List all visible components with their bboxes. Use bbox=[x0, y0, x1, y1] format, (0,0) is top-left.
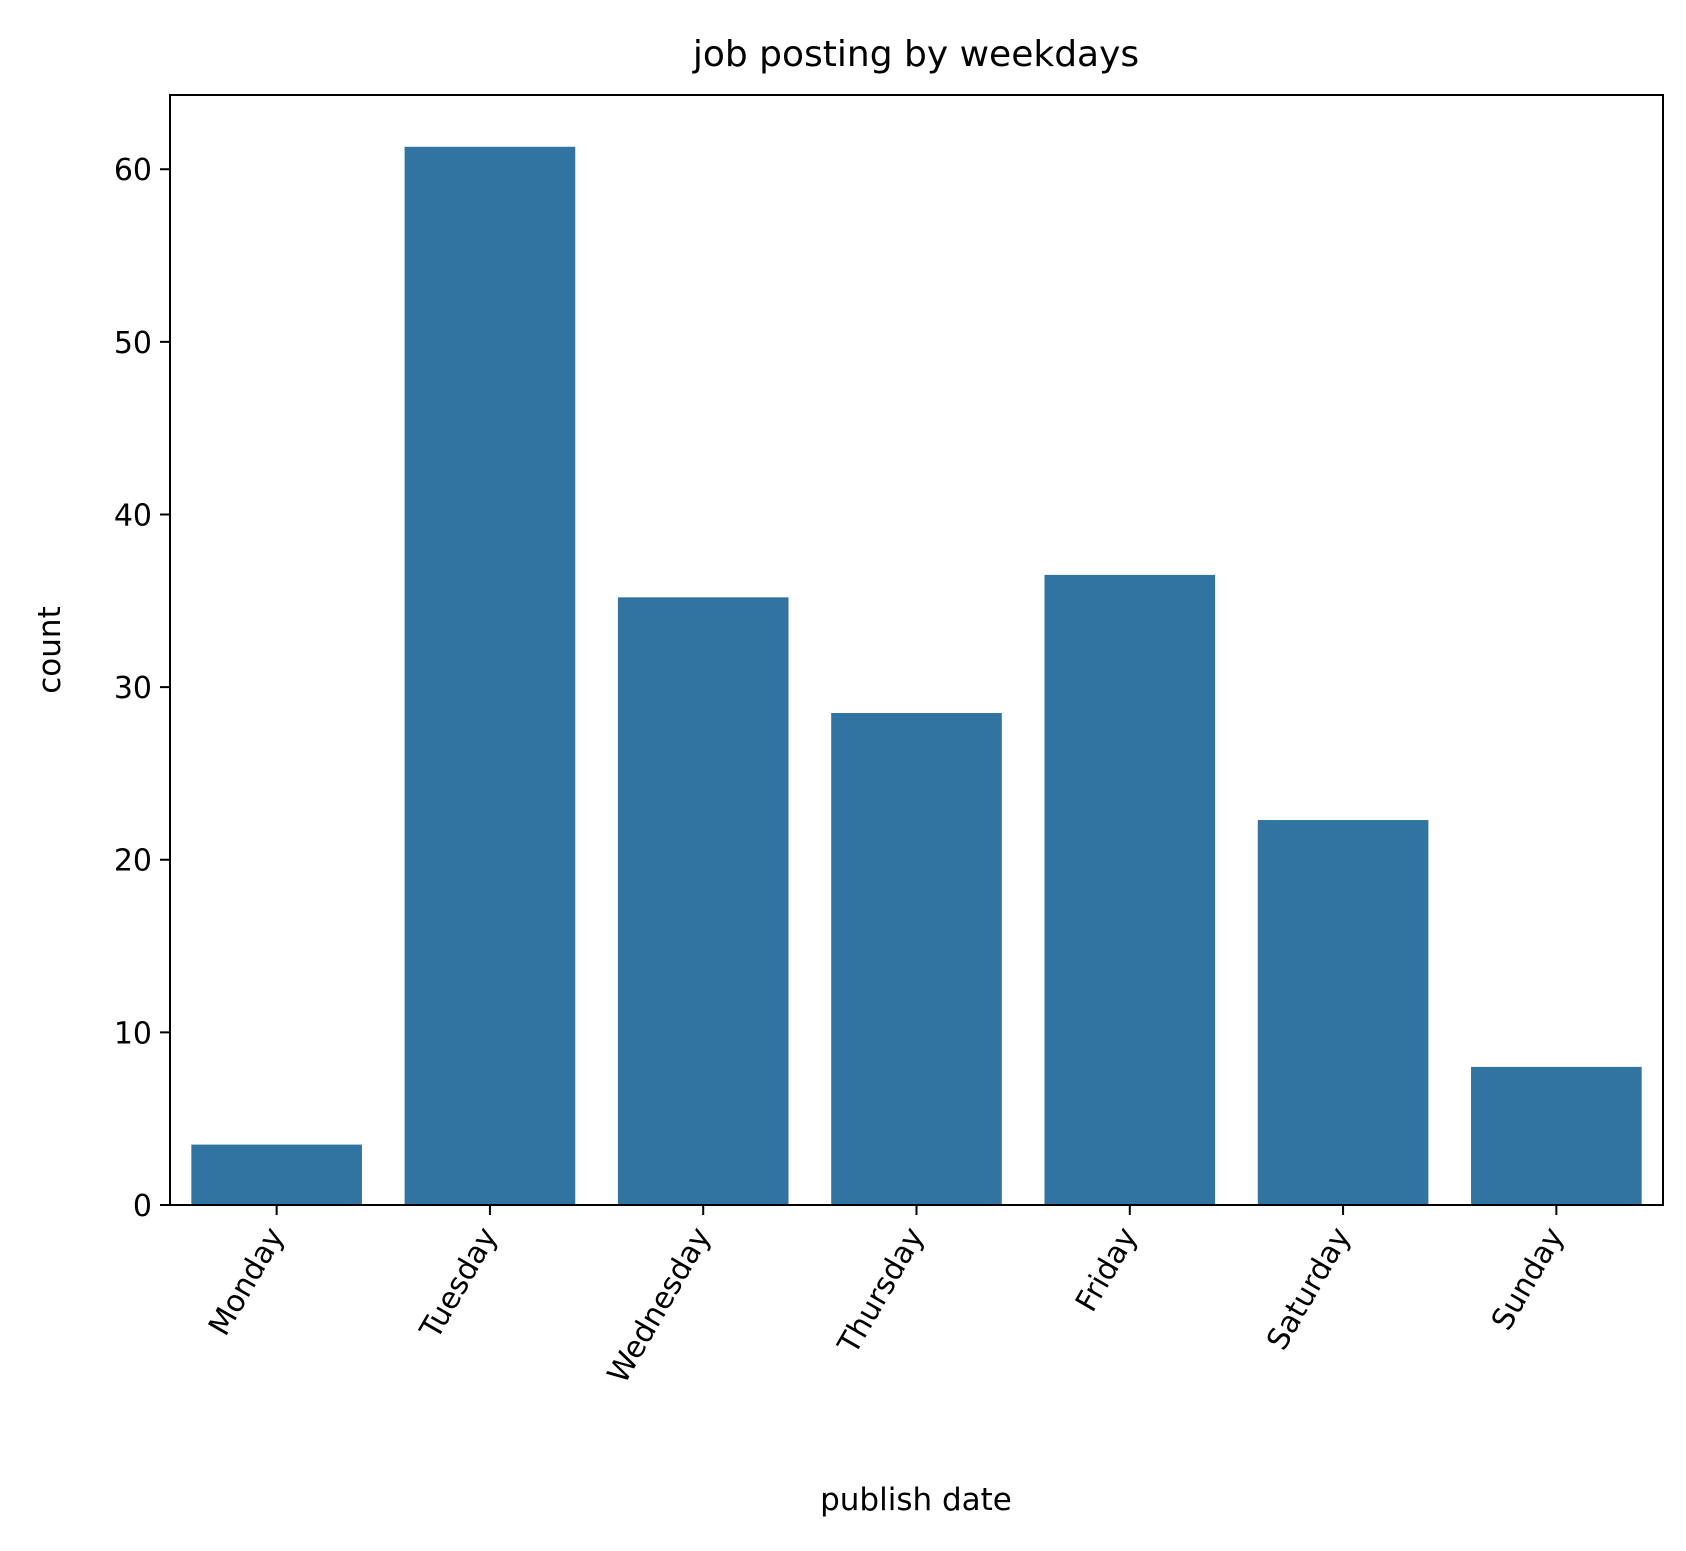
bar-wednesday bbox=[617, 597, 789, 1205]
bars-group bbox=[191, 146, 1642, 1206]
bar-thursday bbox=[831, 713, 1002, 1205]
y-tick-label-20: 20 bbox=[114, 844, 152, 879]
y-tick-label-0: 0 bbox=[133, 1189, 152, 1224]
x-axis-label: publish date bbox=[820, 1482, 1012, 1518]
y-tick-label-50: 50 bbox=[114, 326, 152, 361]
y-tick-label-10: 10 bbox=[114, 1016, 152, 1051]
y-axis-label: count bbox=[32, 606, 68, 693]
chart-title: job posting by weekdays bbox=[692, 34, 1139, 75]
bar-sunday bbox=[1471, 1066, 1642, 1205]
bar-friday bbox=[1044, 574, 1216, 1205]
bar-tuesday bbox=[404, 146, 576, 1206]
plot-frame bbox=[169, 94, 1664, 1206]
y-tick-label-40: 40 bbox=[114, 498, 152, 533]
y-axis: 0 10 20 30 40 50 60 bbox=[114, 153, 170, 1224]
bar-saturday bbox=[1257, 820, 1429, 1205]
y-tick-label-30: 30 bbox=[114, 671, 152, 706]
bar-monday bbox=[191, 1144, 362, 1205]
y-tick-label-60: 60 bbox=[114, 153, 152, 188]
